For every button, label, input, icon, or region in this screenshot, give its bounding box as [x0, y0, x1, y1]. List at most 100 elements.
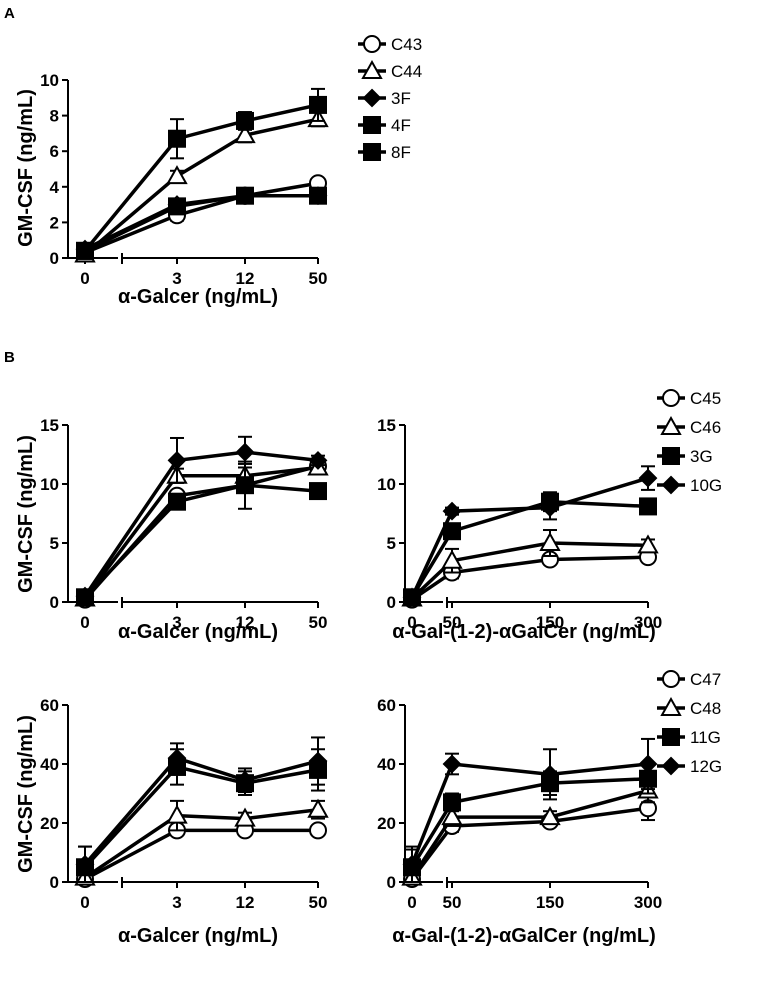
data-point — [441, 806, 463, 826]
series-line — [410, 788, 649, 879]
series-8f — [76, 186, 327, 260]
x-tick-label: 0 — [80, 613, 89, 632]
y-tick-label: 0 — [50, 873, 59, 892]
x-tick-label: 12 — [236, 893, 255, 912]
legend-marker — [363, 35, 381, 53]
x-tick-label: 300 — [634, 893, 662, 912]
data-point — [309, 821, 327, 840]
data-point — [76, 241, 94, 260]
y-axis-title: GM-CSF (ng/mL) — [15, 89, 37, 247]
data-point — [75, 854, 95, 874]
x-tick-label: 50 — [309, 613, 328, 632]
legend-item: C48 — [657, 696, 721, 718]
legend-label: C44 — [391, 62, 422, 81]
legend-label: 8F — [391, 143, 411, 162]
x-tick-label: 0 — [407, 893, 416, 912]
panel-label-b: B — [4, 349, 15, 366]
data-point — [309, 186, 327, 205]
y-tick-label: 5 — [50, 534, 59, 553]
data-point — [540, 764, 560, 784]
data-point — [234, 807, 256, 827]
data-point — [168, 129, 186, 148]
legend-marker — [662, 447, 680, 465]
series-line — [84, 828, 318, 881]
data-point — [236, 186, 254, 205]
legend-item: 8F — [358, 143, 411, 162]
series-c47 — [403, 795, 657, 889]
x-tick-label: 0 — [407, 613, 416, 632]
y-tick-label: 0 — [387, 873, 396, 892]
legend-item: C43 — [358, 35, 422, 54]
data-point — [442, 501, 462, 521]
series-c48 — [401, 777, 659, 886]
y-tick-label: 40 — [377, 755, 396, 774]
data-point — [637, 534, 659, 554]
y-tick-label: 8 — [50, 107, 59, 126]
y-tick-label: 10 — [377, 475, 396, 494]
x-tick-label: 0 — [80, 893, 89, 912]
chart-b3: 0 20 40 60 0 3 12 50 α-Galcer (ng/mL) GM-CSF (ng/… — [15, 696, 329, 947]
data-point — [166, 804, 188, 824]
series-3f — [75, 186, 328, 259]
x-axis-title: α-Galcer (ng/mL) — [118, 286, 278, 308]
y-tick-label: 15 — [40, 416, 59, 435]
legend-item: C47 — [657, 670, 721, 689]
legend-item: 10G — [657, 475, 722, 495]
data-point — [236, 476, 254, 495]
legend-label: 3G — [690, 447, 713, 466]
y-tick-label: 10 — [40, 475, 59, 494]
legend-label: C46 — [690, 418, 721, 437]
series-line — [83, 117, 319, 256]
data-point — [638, 468, 658, 488]
series-line — [83, 765, 319, 869]
legend-marker — [662, 670, 680, 688]
data-point — [402, 854, 422, 874]
data-point — [442, 754, 462, 774]
x-tick-label: 150 — [536, 893, 564, 912]
y-tick-label: 60 — [377, 696, 396, 715]
data-point — [441, 549, 463, 569]
series-c45 — [76, 457, 327, 609]
series-c46 — [74, 456, 329, 607]
legend-marker — [361, 59, 383, 79]
data-point — [236, 111, 254, 130]
legend-label: 10G — [690, 476, 722, 495]
legend-label: 12G — [690, 757, 722, 776]
legend-item: 3F — [358, 88, 411, 108]
x-tick-label: 12 — [236, 269, 255, 288]
legend-label: C43 — [391, 35, 422, 54]
legend-item: C45 — [657, 389, 721, 408]
data-point — [309, 95, 327, 114]
series-3g — [76, 460, 327, 607]
series-line — [410, 476, 649, 599]
data-point — [307, 798, 329, 818]
series-line — [411, 555, 649, 602]
series-line — [410, 806, 649, 881]
y-tick-label: 20 — [377, 814, 396, 833]
series-10g — [402, 465, 658, 607]
x-tick-label: 3 — [172, 893, 181, 912]
legend-label: C47 — [690, 670, 721, 689]
legend-label: 4F — [391, 116, 411, 135]
series-12g — [402, 737, 658, 883]
data-point — [75, 586, 95, 606]
x-tick-label: 3 — [172, 269, 181, 288]
y-tick-label: 15 — [377, 416, 396, 435]
legend-marker — [363, 143, 381, 161]
x-tick-label: 300 — [634, 613, 662, 632]
data-point — [539, 531, 561, 551]
y-tick-label: 10 — [40, 71, 59, 90]
data-point — [235, 770, 255, 790]
legend-label: C48 — [690, 699, 721, 718]
y-axis-title: GM-CSF (ng/mL) — [15, 715, 37, 873]
data-point — [235, 442, 255, 462]
series-line — [84, 181, 319, 255]
legend-label: 11G — [690, 728, 721, 747]
y-tick-label: 20 — [40, 814, 59, 833]
x-tick-label: 12 — [236, 613, 255, 632]
x-tick-label: 50 — [443, 613, 462, 632]
y-tick-label: 40 — [40, 755, 59, 774]
legend-marker — [362, 88, 382, 108]
data-point — [168, 197, 186, 216]
